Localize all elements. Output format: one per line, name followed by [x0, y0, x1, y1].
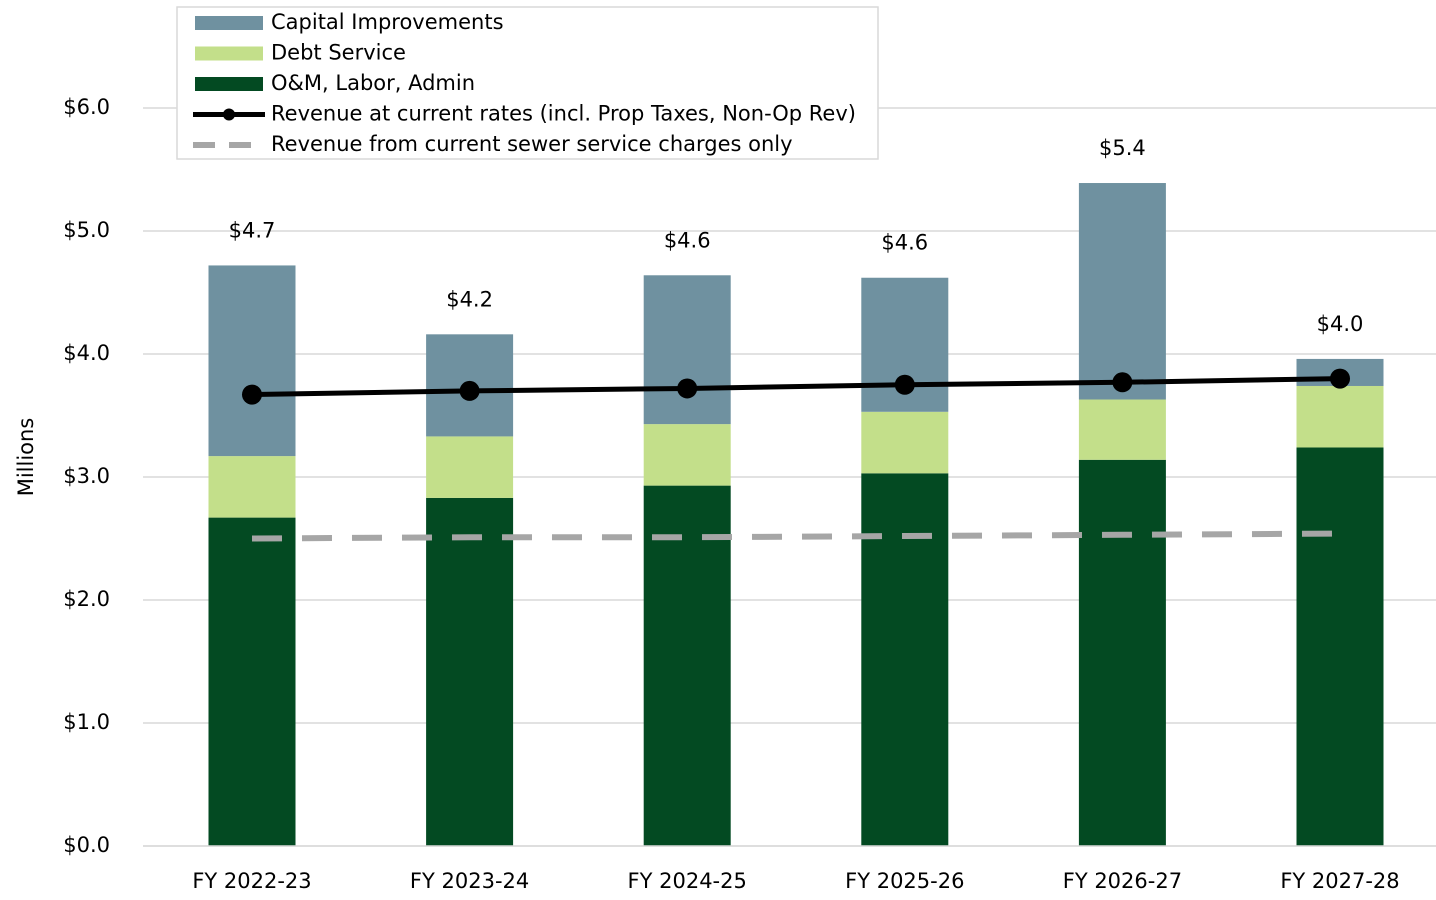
legend-label: Debt Service: [271, 41, 406, 65]
bar-segment: [643, 485, 731, 846]
total-label: $4.2: [446, 287, 493, 311]
bar-segment: [208, 265, 296, 457]
bar-segment: [643, 424, 731, 486]
y-axis-label: Millions: [14, 418, 38, 497]
legend-marker: [223, 108, 235, 121]
bar-segment: [1078, 399, 1166, 460]
y-tick-label: $4.0: [63, 341, 110, 365]
bar-segment: [1296, 385, 1384, 448]
y-tick-label: $0.0: [63, 833, 110, 857]
legend: Capital Improvements Debt Service O&M, Lab…: [176, 6, 879, 160]
x-tick-label: FY 2025-26: [845, 869, 964, 893]
bar-segment: [643, 275, 731, 425]
x-tick-label: FY 2026-27: [1063, 869, 1182, 893]
legend-label: Revenue from current sewer service charg…: [271, 132, 793, 156]
total-label: $4.6: [664, 228, 711, 252]
x-tick-label: FY 2022-23: [192, 869, 311, 893]
y-tick-label: $6.0: [63, 95, 110, 119]
bar-segment: [861, 411, 949, 474]
x-tick-label: FY 2023-24: [410, 869, 529, 893]
total-label: $4.7: [229, 218, 276, 242]
dashed-line: [251, 530, 1341, 542]
y-tick-label: $5.0: [63, 218, 110, 242]
bar-segment: [1078, 183, 1166, 400]
line-marker: [1112, 372, 1133, 393]
line: [251, 376, 1341, 398]
bar-segment: [208, 517, 296, 846]
legend-label: Revenue at current rates (incl. Prop Tax…: [271, 102, 856, 126]
x-tick-label: FY 2024-25: [628, 869, 747, 893]
total-label: $4.6: [881, 231, 928, 255]
total-label: $5.4: [1099, 136, 1146, 160]
bar-segment: [426, 497, 514, 846]
line-marker: [894, 374, 915, 395]
y-tick-label: $1.0: [63, 710, 110, 734]
legend-swatch: [195, 77, 263, 91]
total-label: $4.0: [1317, 312, 1364, 336]
legend-label: Capital Improvements: [271, 10, 504, 34]
line-marker: [677, 378, 698, 399]
line-marker: [1330, 368, 1350, 389]
bar-segment: [426, 436, 514, 498]
bar-segment: [208, 456, 296, 518]
line-marker: [242, 384, 262, 405]
y-tick-label: $3.0: [63, 464, 110, 488]
legend-swatch: [195, 16, 263, 30]
y-tick-label: $2.0: [63, 587, 110, 611]
x-tick-label: FY 2027-28: [1280, 869, 1399, 893]
bar-segment: [1078, 459, 1166, 846]
line-marker: [459, 380, 480, 401]
legend-label: O&M, Labor, Admin: [271, 71, 475, 95]
legend-swatch: [195, 46, 263, 61]
bar-segment: [861, 473, 949, 846]
legend-box: [176, 6, 879, 160]
bar-segment: [1296, 447, 1384, 846]
